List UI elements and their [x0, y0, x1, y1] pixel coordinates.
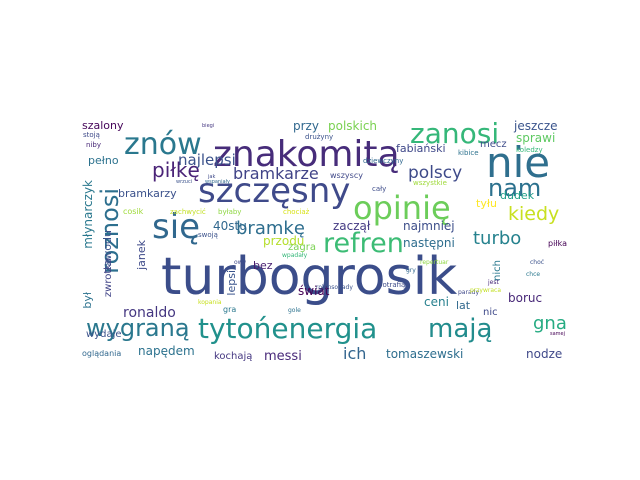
word-cloud-word: opinię: [353, 189, 451, 227]
word-cloud-word: robinsonady: [316, 284, 353, 291]
word-cloud-word: jeszcze: [514, 120, 558, 133]
word-cloud-word: kibice: [458, 149, 479, 157]
word-cloud-word: nie: [486, 138, 551, 187]
word-cloud-word: jest: [488, 279, 499, 286]
word-cloud-word: nic: [483, 307, 498, 318]
word-cloud-word: kiedy: [508, 203, 560, 225]
word-cloud-word: zaczął: [333, 219, 371, 233]
word-cloud-word: szalony: [82, 120, 124, 132]
word-cloud-word: cały: [372, 185, 387, 193]
word-cloud-word: nich: [492, 260, 503, 281]
word-cloud-word: byłaby: [218, 208, 242, 216]
word-cloud-word: szczęsny: [198, 171, 351, 211]
word-cloud-word: gra: [223, 305, 237, 314]
word-cloud-word: zachwycić: [170, 208, 206, 216]
word-cloud-word: nam: [488, 174, 542, 202]
word-cloud-word: przywraca: [470, 287, 502, 294]
word-cloud-word: boruc: [508, 291, 543, 305]
word-cloud-word: wygraną: [86, 314, 190, 342]
word-cloud-word: najlepsi: [178, 151, 236, 169]
word-cloud-word: turbogrosik: [161, 247, 458, 307]
word-cloud-word: 40stu: [213, 219, 247, 233]
word-cloud-word: choć: [530, 259, 545, 266]
word-cloud-word: piłkę: [152, 158, 200, 182]
word-cloud-word: zagra: [288, 242, 316, 253]
word-cloud-word: dudek: [500, 189, 535, 202]
word-cloud-word: wszystkie: [413, 179, 447, 187]
word-cloud-word: turbo: [473, 228, 522, 249]
word-cloud-word: lat: [456, 299, 471, 312]
word-cloud-word: owy: [234, 259, 247, 266]
word-cloud-word: polskich: [328, 120, 378, 133]
word-cloud-word: potrafią: [378, 281, 406, 289]
word-cloud-word: mają: [428, 314, 493, 344]
word-cloud-word: przodu: [263, 234, 305, 248]
word-cloud-word: cosik: [123, 207, 144, 216]
word-cloud-word: następni: [403, 236, 455, 250]
word-cloud-word: wrzuci: [176, 179, 193, 185]
word-cloud-word: najmniej: [403, 219, 455, 233]
word-cloud-word: gry: [406, 267, 416, 274]
word-cloud-word: gole: [288, 307, 301, 314]
word-cloud-word: kopania: [198, 299, 222, 306]
word-cloud-word: nodze: [526, 347, 563, 361]
word-cloud-word: biegi: [202, 123, 215, 129]
word-cloud-word: fabiański: [396, 142, 446, 155]
word-cloud-word: był: [81, 292, 94, 309]
word-cloud-word: tomaszewski: [386, 347, 464, 361]
word-cloud-word: się: [152, 207, 201, 247]
word-cloud-word: wspaniały: [205, 179, 230, 185]
word-cloud-word: napędem: [138, 344, 195, 358]
word-cloud-word: lepsi: [225, 270, 238, 296]
word-cloud-word: jak: [208, 174, 216, 180]
word-cloud-word: polscy: [408, 163, 463, 183]
word-cloud-word: sprawi: [516, 131, 556, 145]
word-cloud-word: bez: [253, 259, 273, 272]
word-cloud-word: ich: [343, 344, 367, 363]
word-cloud-word: zanosi: [410, 120, 500, 150]
word-cloud-word: refren: [323, 228, 404, 259]
word-cloud-word: mecz: [480, 139, 507, 150]
word-cloud-word: oglądania: [82, 349, 122, 358]
word-cloud-word: bramkę: [236, 218, 305, 239]
word-cloud-word: swoją: [198, 231, 218, 239]
word-cloud-word: ceni: [424, 295, 449, 309]
word-cloud-word: bramkarzy: [118, 187, 177, 200]
word-cloud-word: wpadały: [282, 252, 308, 259]
word-cloud-word: janek: [135, 240, 148, 270]
word-cloud-word: wszyscy: [330, 171, 363, 180]
word-cloud: turbogrosik znakomitą nie szczęsny znów …: [78, 120, 572, 365]
word-cloud-word: piłka: [548, 239, 567, 248]
word-cloud-word: chociaż: [283, 208, 310, 216]
word-cloud-word: drużyny: [305, 133, 334, 141]
word-cloud-word: stoją: [83, 131, 100, 139]
word-cloud-word: znakomitą: [213, 134, 400, 175]
word-cloud-word: znów: [124, 127, 202, 162]
word-cloud-word: młynarczyk: [81, 180, 95, 249]
word-cloud-word: chce: [526, 271, 541, 278]
word-cloud-word: parady: [458, 289, 479, 296]
word-cloud-word: tytońenergia: [198, 312, 378, 345]
word-cloud-word: bramkarze: [233, 164, 319, 183]
word-cloud-word: samej: [550, 331, 566, 337]
word-cloud-word: przy: [293, 120, 319, 133]
word-cloud-word: tyłu: [476, 197, 497, 210]
word-cloud-word: pełno: [88, 154, 119, 167]
word-cloud-word: świat: [298, 284, 330, 298]
word-cloud-word: niby: [86, 141, 101, 149]
word-cloud-word: messi: [264, 349, 302, 364]
word-cloud-word: zwrotka: [103, 258, 114, 298]
word-cloud-word: koledzy: [516, 146, 543, 154]
word-cloud-word: repertuar: [420, 259, 449, 266]
word-cloud-word: ronaldo: [123, 305, 176, 321]
word-cloud-word: gna: [533, 313, 567, 334]
word-cloud-word: wydaje: [86, 329, 122, 340]
word-cloud-word: kochają: [214, 351, 253, 362]
word-cloud-word: dziewczyny: [363, 157, 404, 165]
